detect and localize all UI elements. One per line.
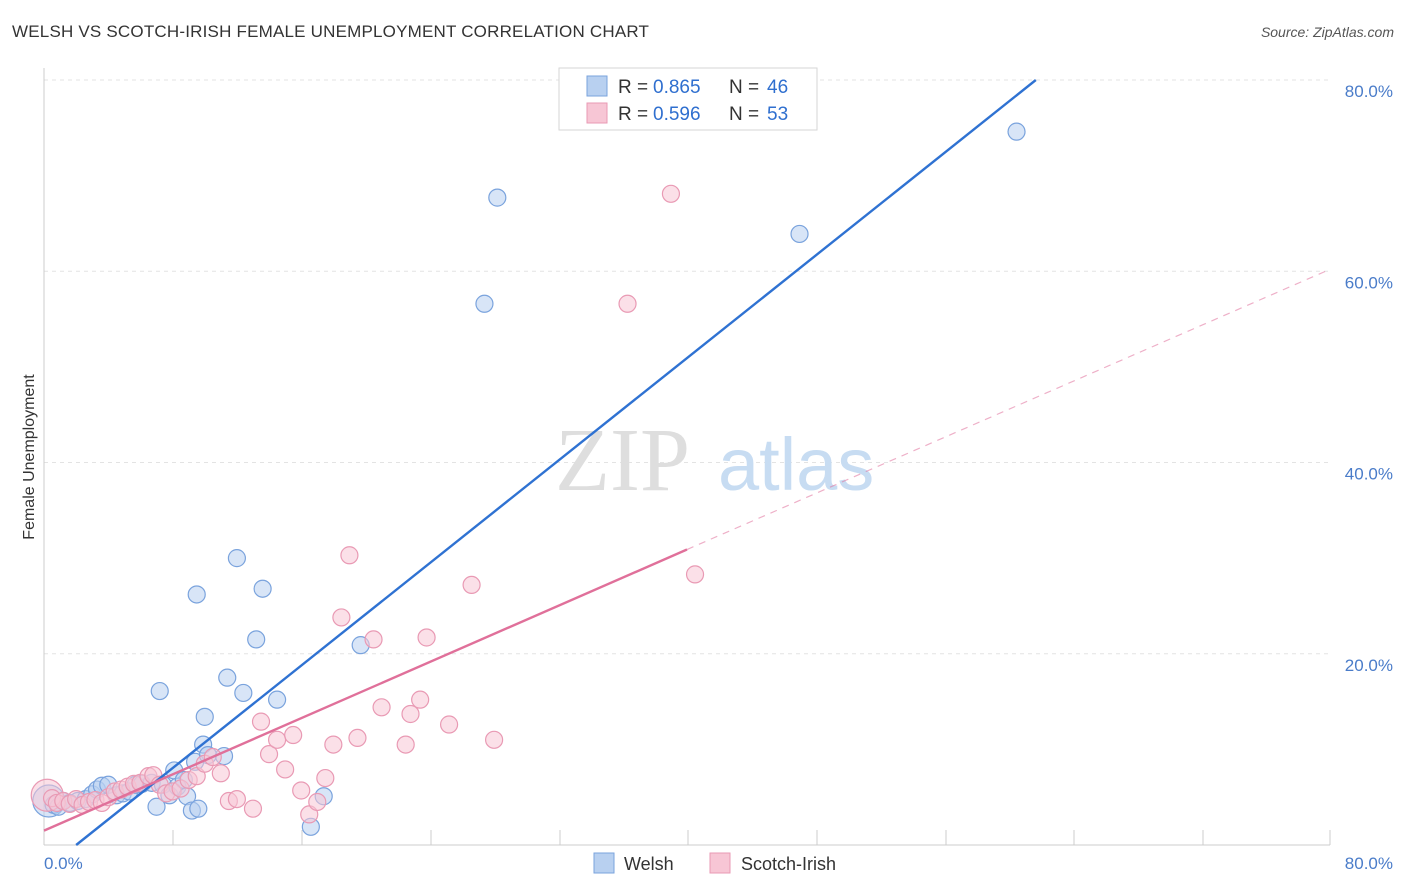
- watermark-atlas: atlas: [718, 423, 874, 506]
- legend-welsh-swatch: [586, 75, 608, 97]
- chart-title: WELSH VS SCOTCH-IRISH FEMALE UNEMPLOYMEN…: [12, 22, 650, 41]
- bottom-legend-scotch-label: Scotch-Irish: [741, 854, 836, 874]
- scotch-irish-point-34: [284, 725, 303, 745]
- scotch-irish-point-52: [618, 294, 637, 313]
- x-tick-label-min: 0.0%: [44, 854, 83, 873]
- scotch-irish-point-29: [243, 799, 263, 818]
- welsh-point-43: [488, 188, 507, 207]
- welsh-point-17: [147, 797, 166, 816]
- scotch-irish-point-42: [348, 728, 367, 748]
- welsh-point-32: [234, 683, 253, 703]
- legend-scotch-r-value: 0.596: [653, 104, 701, 125]
- source-label: Source: ZipAtlas.com: [1260, 24, 1394, 40]
- scotch-irish-point-31: [259, 745, 279, 764]
- scotch-irish-point-26: [211, 764, 230, 783]
- scotch-irish-point-37: [308, 792, 327, 812]
- scotch-irish-point-43: [364, 630, 383, 649]
- legend-welsh-n-label: N =: [729, 77, 759, 98]
- scotch-irish-point-40: [332, 608, 351, 627]
- axes: [43, 68, 1331, 846]
- watermark-zip: ZIP: [555, 411, 690, 510]
- scotch-irish-series: [30, 184, 705, 824]
- welsh-point-36: [187, 585, 206, 604]
- welsh-series: [32, 122, 1026, 836]
- grid-lines: [44, 79, 1330, 655]
- welsh-point-26: [189, 799, 208, 818]
- bottom-legend-welsh-swatch: [593, 852, 615, 874]
- scotch-irish-point-53: [661, 184, 681, 203]
- welsh-trendline-0: [75, 79, 1037, 846]
- y-tick-label-0: 20.0%: [1345, 656, 1393, 675]
- scotch-irish-point-32: [267, 730, 287, 749]
- scotch-irish-point-38: [316, 768, 335, 788]
- welsh-point-33: [267, 690, 287, 709]
- scotch-irish-point-51: [485, 730, 504, 749]
- y-tick-label-2: 60.0%: [1345, 273, 1393, 292]
- scotch-irish-trendline-2: [686, 268, 1331, 551]
- scotch-irish-point-49: [439, 715, 459, 734]
- legend-scotch-swatch: [586, 102, 608, 124]
- welsh-point-37: [227, 549, 246, 568]
- welsh-point-35: [150, 681, 169, 701]
- bottom-legend-scotch-swatch: [709, 852, 731, 874]
- scotch-irish-point-48: [417, 628, 436, 647]
- y-axis-title: Female Unemployment: [21, 374, 38, 540]
- y-tick-labels: 20.0% 40.0% 60.0% 80.0%: [1345, 82, 1393, 675]
- scotch-irish-point-39: [324, 735, 343, 754]
- welsh-point-34: [247, 630, 266, 649]
- scotch-irish-point-54: [685, 565, 705, 584]
- scotch-irish-point-46: [401, 704, 420, 724]
- welsh-point-38: [253, 579, 272, 598]
- legend-scotch-n-value: 53: [767, 104, 788, 125]
- scotch-irish-point-41: [340, 546, 359, 565]
- welsh-point-42: [475, 294, 494, 313]
- watermark: ZIP atlas: [555, 411, 874, 510]
- welsh-point-45: [1007, 122, 1026, 141]
- bottom-legend-welsh-label: Welsh: [624, 854, 674, 874]
- welsh-point-28: [195, 707, 214, 726]
- legend-scotch-n-label: N =: [729, 104, 759, 125]
- welsh-point-44: [790, 224, 809, 244]
- scotch-irish-point-33: [276, 760, 295, 779]
- scotch-irish-point-35: [292, 781, 311, 800]
- legend: R = 0.865 N = 46 R = 0.596 N = 53: [558, 67, 818, 131]
- scotch-irish-point-45: [396, 735, 415, 754]
- legend-welsh-r-value: 0.865: [653, 77, 701, 98]
- x-tick-label-max: 80.0%: [1345, 854, 1393, 873]
- trendlines: [43, 79, 1331, 846]
- scotch-irish-point-44: [372, 698, 391, 717]
- welsh-point-31: [218, 668, 237, 687]
- scotch-irish-point-28: [227, 789, 246, 809]
- y-tick-label-1: 40.0%: [1345, 465, 1393, 484]
- y-tick-label-3: 80.0%: [1345, 82, 1393, 101]
- bottom-legend: Welsh Scotch-Irish: [593, 852, 836, 874]
- legend-welsh-r-label: R =: [618, 77, 648, 98]
- scotch-irish-point-30: [251, 712, 271, 731]
- legend-scotch-r-label: R =: [618, 104, 648, 125]
- scotch-irish-trendline-1: [43, 548, 688, 832]
- legend-welsh-n-value: 46: [767, 77, 788, 98]
- scotch-irish-point-50: [462, 575, 481, 595]
- scotch-irish-point-47: [411, 690, 430, 709]
